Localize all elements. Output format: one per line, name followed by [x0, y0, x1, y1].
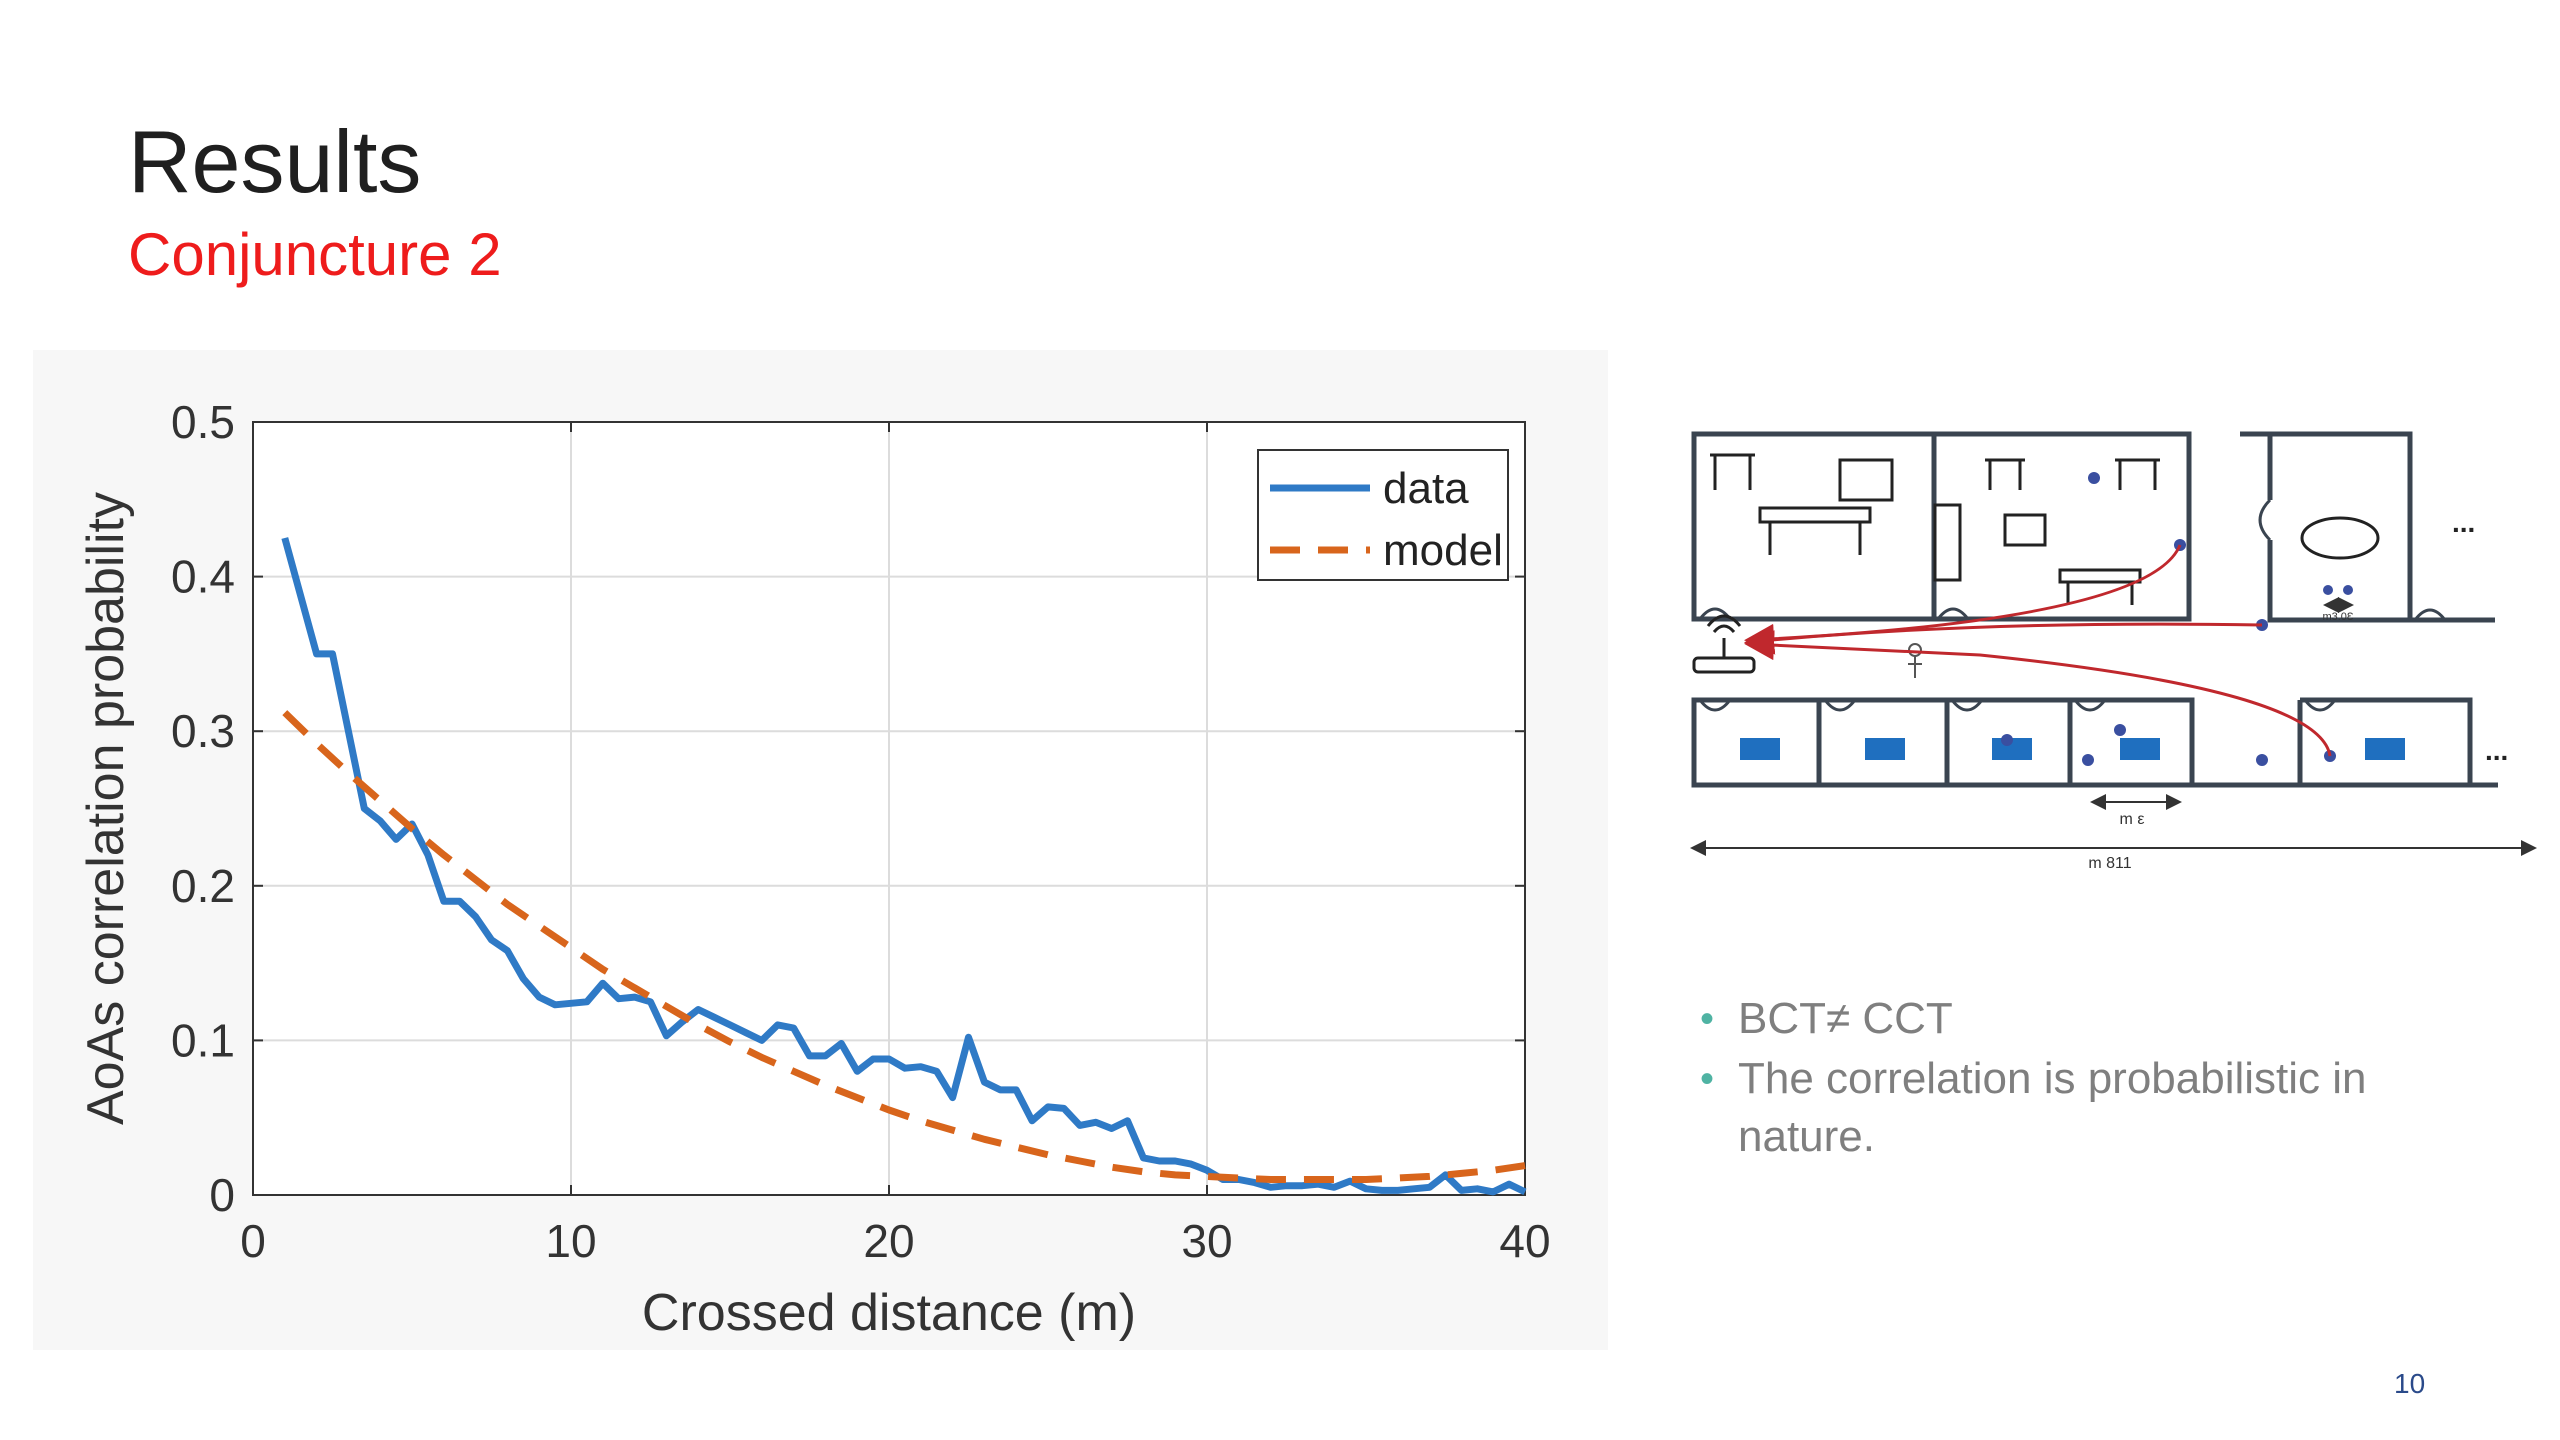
bullet-item: • The correlation is probabilistic in na…: [1700, 1050, 2460, 1166]
desks: [1740, 738, 2405, 760]
dim-small-label: m ε: [2120, 811, 2145, 828]
bullet-dot-icon: •: [1700, 997, 1715, 1041]
series-data-line: [281, 537, 1527, 1196]
user-dots: [2001, 472, 2353, 766]
plot-frame: [252, 421, 1526, 1196]
ellipsis-bottom: ...: [2485, 735, 2508, 766]
dim-room-label: m3.0Ɛ: [2322, 611, 2353, 623]
ellipsis-top: ...: [2452, 507, 2475, 538]
slide-title: Results: [128, 112, 422, 211]
legend-label-model: model: [1383, 526, 1503, 575]
series-model-line: [282, 710, 1526, 1183]
x-tick-label: 0: [240, 1215, 266, 1267]
access-point-icon: [1692, 614, 1756, 674]
dimension-lines: [1690, 597, 2537, 856]
y-axis-label: AoAs correlation probability: [77, 492, 135, 1125]
dim-total-label: m 811: [2088, 855, 2131, 872]
x-axis-label: Crossed distance (m): [642, 1284, 1136, 1342]
floor-plan-diagram: m ε m 811 m3.0Ɛ ... ...: [1690, 431, 2537, 872]
furniture: [1710, 453, 2380, 605]
x-tick-label: 40: [1499, 1215, 1550, 1267]
door-arcs: [1698, 498, 2447, 712]
lower-rooms: [1691, 697, 2498, 788]
y-tick-label: 0.3: [171, 705, 235, 757]
y-tick-label: 0.5: [171, 396, 235, 448]
person-icon: [1908, 643, 1922, 678]
page-number: 10: [2394, 1368, 2426, 1399]
signal-paths: [1744, 544, 2332, 757]
bullet-list: • BCT≠ CCT • The correlation is probabil…: [1700, 990, 2460, 1168]
y-tick-label: 0.2: [171, 860, 235, 912]
upper-rooms: [1691, 431, 2495, 623]
y-tick-label: 0: [209, 1169, 235, 1221]
bullet-dot-icon: •: [1700, 1057, 1715, 1101]
x-tick-label: 30: [1181, 1215, 1232, 1267]
x-tick-label: 10: [545, 1215, 596, 1267]
y-tick-label: 0.1: [171, 1014, 235, 1066]
bullet-item: • BCT≠ CCT: [1700, 990, 2460, 1048]
x-tick-label: 20: [863, 1215, 914, 1267]
legend-box: [1257, 449, 1509, 581]
legend-label-data: data: [1383, 464, 1469, 513]
bullet-text: BCT≠ CCT: [1738, 994, 1953, 1043]
y-tick-label: 0.4: [171, 551, 235, 603]
correlation-chart: 0 10 20 30 40 0 0.1 0.2 0.3 0.4 0.5 data model Crosse…: [77, 396, 1551, 1342]
slide-subtitle: Conjuncture 2: [128, 221, 502, 288]
bullet-text: The correlation is probabilistic in natu…: [1738, 1054, 2367, 1161]
